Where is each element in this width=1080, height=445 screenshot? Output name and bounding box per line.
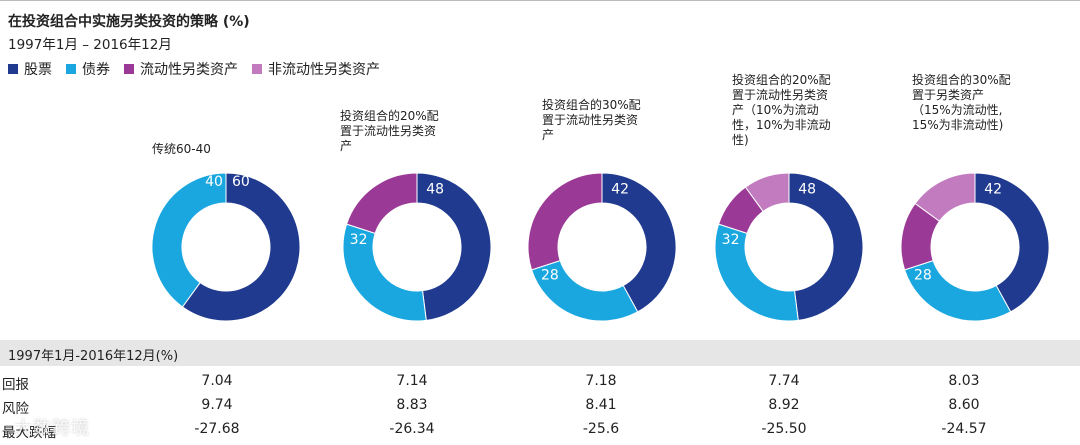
donut-4-caption-box	[726, 71, 826, 152]
donut-4-caption-line-3: 产（10%为流动	[732, 103, 819, 117]
donut-1-label-bonds: 40	[205, 174, 223, 190]
cell-drawdown-3: -25.6	[582, 421, 620, 437]
donut-3-label-bonds: 28	[541, 268, 559, 284]
cell-drawdown-2: -26.34	[389, 421, 435, 437]
cell-risk-3: 8.41	[585, 397, 617, 413]
donut-5-slice-stocks	[974, 172, 1050, 313]
donut-4-slice-stocks	[788, 172, 864, 321]
donut-4-caption-line-1: 投资组合的20%配	[732, 72, 831, 87]
chart-subtitle: 1997年1月 – 2016年12月	[8, 37, 172, 53]
donut-2-caption-line-3: 产	[340, 139, 352, 153]
donut-2-slice-stocks	[416, 172, 492, 321]
donut-5-caption-line-3: （15%为流动性,	[912, 103, 1003, 117]
chart-title: 在投资组合中实施另类投资的策略 (%)	[8, 14, 250, 30]
donut-3-slice-liquid-alts	[527, 172, 603, 271]
row-label-risk: 风险	[2, 401, 29, 417]
cell-return-1: 7.04	[201, 373, 233, 389]
donut-2-caption-line-2: 置于流动性另类资	[340, 124, 436, 138]
donut-2-slice-liquid-alts	[345, 172, 418, 235]
table-header: 1997年1月-2016年12月(%)	[8, 349, 179, 364]
donut-5-label-bonds: 28	[914, 268, 932, 284]
legend-swatch-liquid-alts	[124, 64, 134, 74]
legend-swatch-stocks	[8, 64, 18, 74]
legend-item-bonds: 债券	[66, 59, 110, 79]
donut-3-label-stocks: 42	[611, 182, 629, 198]
legend-label-illiquid-alts: 非流动性另类资产	[268, 62, 380, 78]
cell-risk-2: 8.83	[396, 397, 428, 413]
donut-4-caption-line-4: 性，10%为非流动	[732, 118, 831, 132]
donut-5-caption-line-2: 置于另类资产	[912, 88, 984, 102]
donut-2-label-stocks: 48	[426, 182, 444, 198]
cell-risk-4: 8.92	[768, 397, 800, 413]
donut-5-caption-line-4: 15%为非流动性)	[912, 118, 1003, 132]
legend-swatch-bonds	[66, 64, 76, 74]
cell-risk-1: 9.74	[201, 397, 233, 413]
legend-item-stocks: 股票	[8, 59, 52, 79]
donut-4-label-stocks: 48	[798, 182, 816, 198]
donut-4-slice-illiquid-alts	[744, 172, 790, 213]
row-label-max-drawdown: 最大跌幅	[2, 425, 56, 441]
donut-1-slice-bonds	[151, 172, 227, 308]
legend-label-bonds: 债券	[82, 62, 110, 78]
cell-return-2: 7.14	[396, 373, 428, 389]
legend-label-liquid-alts: 流动性另类资产	[140, 62, 238, 78]
donut-1-label-stocks: 60	[232, 174, 250, 190]
cell-return-5: 8.03	[948, 373, 980, 389]
legend-label-stocks: 股票	[24, 62, 52, 78]
donut-5-label-stocks: 42	[984, 182, 1002, 198]
donut-3-caption-line-2: 置于流动性另类资	[542, 113, 638, 127]
donut-5-caption-line-1: 投资组合的30%配	[912, 72, 1011, 87]
cell-drawdown-1: -27.68	[194, 421, 240, 437]
donut-5-caption-box	[906, 71, 1006, 137]
watermark: 大数跨境	[14, 418, 90, 439]
donut-2-caption-box	[334, 107, 434, 158]
donut-3-caption-line-1: 投资组合的30%配	[542, 97, 641, 112]
donut-3-slice-stocks	[601, 172, 677, 313]
table-header-band	[0, 340, 1080, 366]
donut-4-caption-line-5: 性)	[732, 133, 749, 147]
cell-drawdown-5: -24.57	[941, 421, 987, 437]
donut-3-caption-box	[536, 96, 636, 147]
cell-drawdown-4: -25.50	[761, 421, 807, 437]
legend-item-illiquid-alts: 非流动性另类资产	[252, 59, 380, 79]
donut-charts: 6040传统60-404832投资组合的20%配置于流动性另类资产4228投资组…	[151, 71, 1050, 322]
donut-2-caption-line-1: 投资组合的20%配	[340, 108, 439, 123]
donut-5-slice-illiquid-alts	[914, 172, 976, 222]
legend-item-liquid-alts: 流动性另类资产	[124, 59, 238, 79]
legend-swatch-illiquid-alts	[252, 64, 262, 74]
donut-3-caption-line-3: 产	[542, 128, 554, 142]
donut-1-slice-stocks	[181, 172, 301, 322]
donut-1-caption-line-1: 传统60-40	[152, 141, 211, 156]
cell-risk-5: 8.60	[948, 397, 980, 413]
cell-return-4: 7.74	[768, 373, 800, 389]
legend: 股票 债券 流动性另类资产 非流动性另类资产	[8, 59, 380, 79]
donut-4-label-bonds: 32	[722, 232, 740, 248]
row-label-return: 回报	[2, 377, 29, 393]
cell-return-3: 7.18	[585, 373, 617, 389]
donut-2-label-bonds: 32	[350, 232, 368, 248]
donut-4-caption-line-2: 置于流动性另类资	[732, 88, 828, 102]
top-divider	[0, 0, 1080, 1]
